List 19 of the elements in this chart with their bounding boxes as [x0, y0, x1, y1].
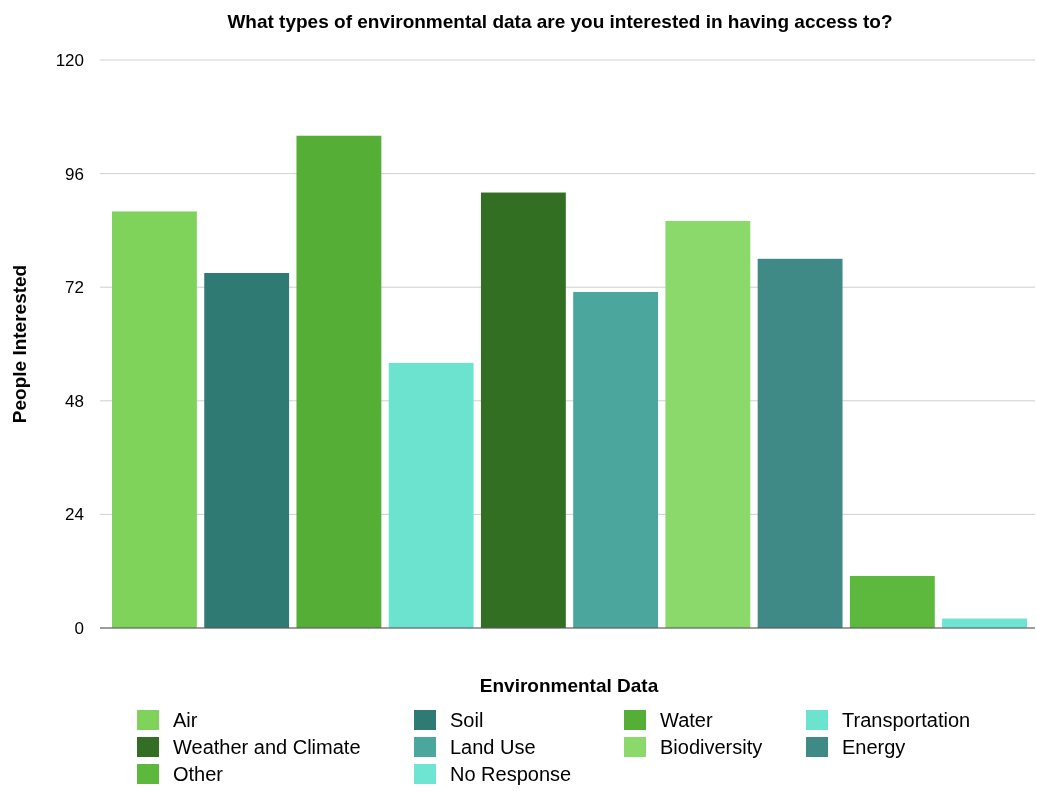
chart-title: What types of environmental data are you interested in having access to?: [227, 11, 893, 32]
y-tick-label: 72: [65, 278, 84, 298]
legend-label: Land Use: [450, 736, 536, 758]
legend-label: Water: [660, 709, 713, 731]
legend-label: No Response: [450, 763, 572, 785]
x-axis-title: Environmental Data: [479, 675, 659, 696]
legend-label: Biodiversity: [660, 736, 763, 758]
y-tick-label: 96: [65, 164, 84, 184]
y-tick-label: 120: [55, 50, 84, 70]
legend-label: Transportation: [842, 709, 971, 731]
legend-label: Other: [173, 763, 224, 785]
legend-label: Soil: [450, 709, 484, 731]
legend-label: Air: [173, 709, 198, 731]
y-tick-label: 0: [74, 618, 84, 638]
legend-label: Energy: [842, 736, 906, 758]
y-tick-label: 24: [65, 505, 84, 525]
legend-label: Weather and Climate: [173, 736, 361, 758]
y-axis-title: People Interested: [9, 264, 30, 424]
y-tick-label: 48: [65, 391, 84, 411]
